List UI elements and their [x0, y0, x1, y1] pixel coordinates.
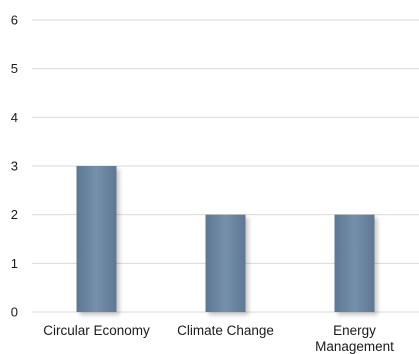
y-tick-label: 2	[11, 207, 18, 222]
y-tick-label: 6	[11, 13, 18, 28]
y-tick-label: 4	[11, 110, 18, 125]
y-tick-label: 1	[11, 256, 18, 271]
x-category-label: Climate Change	[177, 323, 274, 338]
x-category-label: Energy Management	[315, 323, 394, 354]
y-axis-tick-labels: 0 1 2 3 4 5 6	[11, 13, 18, 320]
bar-0	[76, 166, 117, 312]
y-tick-label: 5	[11, 61, 18, 76]
bar-1	[205, 214, 246, 312]
bars	[76, 166, 375, 312]
bar-2	[334, 214, 375, 312]
x-category-label: Circular Economy	[43, 323, 150, 338]
y-tick-label: 3	[11, 159, 18, 174]
y-tick-label: 0	[11, 305, 18, 320]
x-axis-category-labels: Circular Economy Climate Change Energy Mana…	[43, 323, 394, 354]
